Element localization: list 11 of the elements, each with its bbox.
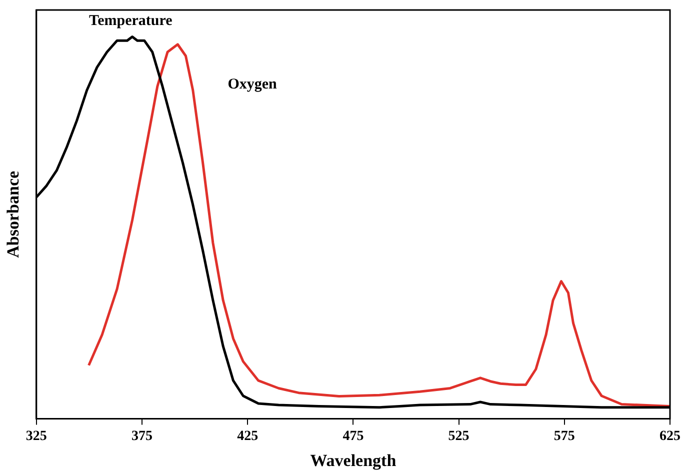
x-tick-label: 325 xyxy=(26,428,47,444)
x-axis-title: Wavelength xyxy=(310,451,397,470)
y-axis-title: Absorbance xyxy=(4,170,23,258)
x-tick-label: 625 xyxy=(660,428,680,444)
x-tick-label: 375 xyxy=(132,428,152,444)
series-label: Temperature xyxy=(88,13,173,30)
x-tick-label: 525 xyxy=(448,428,470,444)
x-tick-label: 475 xyxy=(342,428,364,444)
text: Oxygen xyxy=(228,76,278,92)
x-tick-label: 425 xyxy=(237,428,258,444)
x-tick-label: 575 xyxy=(554,428,575,444)
